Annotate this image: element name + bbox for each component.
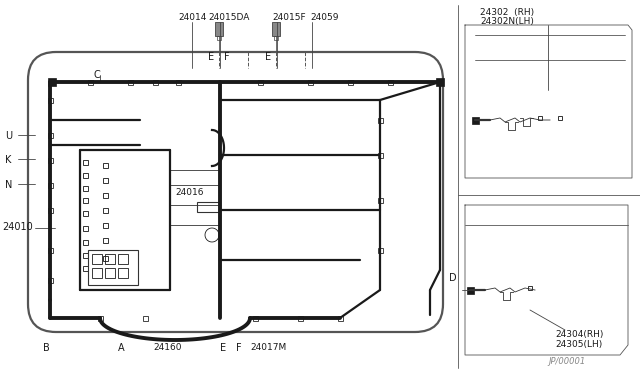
Bar [257,80,262,84]
Text: 24304(RH): 24304(RH) [555,330,604,339]
Bar [97,315,102,321]
Text: 24015F: 24015F [272,13,306,22]
Bar [47,97,52,103]
Text: E: E [265,52,271,62]
Bar [83,186,88,190]
Bar [83,211,88,215]
Bar [102,192,108,198]
Bar [307,80,312,84]
Bar [47,157,52,163]
Bar [467,286,474,294]
Bar [348,80,353,84]
Bar [47,183,52,187]
Bar [92,268,102,278]
Text: N: N [5,180,12,190]
Bar [378,198,383,202]
Text: K: K [5,155,12,165]
Bar [118,268,128,278]
Bar [88,250,138,285]
Bar [47,132,52,138]
Text: E: E [220,343,226,353]
Text: 24302N(LH): 24302N(LH) [480,17,534,26]
Text: A: A [118,343,125,353]
Bar [83,253,88,257]
Bar [105,254,115,264]
Bar [215,22,223,36]
Text: F: F [224,52,230,62]
Bar [105,268,115,278]
Bar [436,78,444,86]
Text: F: F [236,343,242,353]
Bar [83,160,88,164]
Bar [217,36,221,40]
Bar [472,116,479,124]
Bar [83,240,88,244]
Bar [48,78,56,86]
Text: 24010: 24010 [2,222,33,232]
Bar [528,286,532,290]
Bar [83,266,88,270]
Bar [558,116,562,120]
Bar [102,163,108,167]
Bar [102,256,108,260]
Bar [253,315,257,321]
Bar [272,22,280,36]
Bar [337,315,342,321]
Bar [378,118,383,122]
Bar [298,315,303,321]
Text: 24017M: 24017M [250,343,286,352]
Bar [83,225,88,231]
Text: D: D [449,273,456,283]
Text: JP/00001: JP/00001 [548,357,585,366]
Bar [102,177,108,183]
Text: 24016: 24016 [175,188,204,197]
Text: E: E [208,52,214,62]
Bar [47,278,52,282]
Bar [83,198,88,202]
Bar [378,153,383,157]
Bar [102,222,108,228]
Bar [47,247,52,253]
Text: 24160: 24160 [153,343,182,352]
Text: 24014: 24014 [178,13,206,22]
Text: 24302  (RH): 24302 (RH) [480,8,534,17]
Text: 24305(LH): 24305(LH) [555,340,602,349]
Text: 24015DA: 24015DA [208,13,250,22]
Bar [83,173,88,177]
Text: C: C [93,70,100,80]
Bar [274,36,278,40]
Bar [102,237,108,243]
Bar [118,254,128,264]
Text: 24059: 24059 [310,13,339,22]
Bar [538,116,542,120]
Bar [143,315,147,321]
Bar [88,80,93,84]
Bar [175,80,180,84]
Bar [197,202,219,212]
Bar [47,208,52,212]
Bar [152,80,157,84]
Bar [127,80,132,84]
Text: B: B [43,343,50,353]
Bar [102,208,108,212]
Text: U: U [5,131,12,141]
Bar [378,247,383,253]
Bar [92,254,102,264]
Bar [387,80,392,84]
